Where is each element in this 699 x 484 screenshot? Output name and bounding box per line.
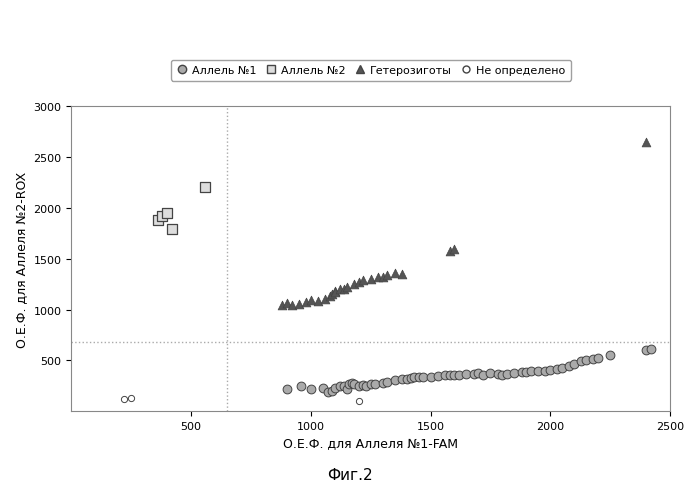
Аллель №1: [485, 369, 496, 377]
Аллель №1: [329, 384, 340, 392]
Аллель №1: [408, 374, 419, 381]
Аллель №1: [540, 367, 551, 375]
Аллель №1: [382, 378, 393, 386]
Аллель №1: [326, 388, 338, 395]
Аллель №1: [533, 367, 544, 375]
Аллель №1: [588, 356, 599, 363]
Аллель №1: [334, 383, 345, 391]
Аллель №1: [360, 383, 371, 391]
Аллель №1: [640, 347, 651, 354]
Аллель №1: [581, 357, 592, 364]
Аллель №1: [502, 371, 513, 378]
Аллель №1: [556, 364, 568, 372]
Аллель №1: [343, 380, 354, 388]
Гетерозиготы: [389, 270, 401, 277]
Гетерозиготы: [329, 289, 340, 297]
Аллель №1: [413, 373, 424, 381]
Аллель №1: [401, 375, 412, 383]
Гетерозиготы: [373, 273, 384, 281]
X-axis label: О.Е.Ф. для Аллеля №1-FAM: О.Е.Ф. для Аллеля №1-FAM: [283, 437, 458, 450]
Аллель №1: [468, 370, 480, 378]
Гетерозиготы: [334, 286, 345, 293]
Аллель №1: [576, 358, 587, 365]
Аллель №2: [157, 212, 168, 220]
Аллель №1: [645, 345, 656, 353]
Аллель №1: [444, 372, 455, 379]
Аллель №2: [161, 210, 173, 217]
Гетерозиготы: [449, 246, 460, 254]
Y-axis label: О.Е.Ф. для Аллеля №2-ROX: О.Е.Ф. для Аллеля №2-ROX: [15, 171, 28, 347]
Аллель №1: [521, 368, 532, 376]
Аллель №1: [425, 373, 436, 381]
Гетерозиготы: [339, 286, 350, 293]
Не определено: [119, 395, 130, 403]
Гетерозиготы: [305, 297, 317, 304]
Аллель №1: [454, 371, 465, 379]
Гетерозиготы: [640, 138, 651, 146]
Аллель №1: [449, 371, 460, 379]
Аллель №1: [406, 374, 417, 382]
Аллель №1: [341, 385, 352, 393]
Гетерозиготы: [286, 302, 297, 310]
Аллель №1: [365, 381, 376, 389]
Аллель №1: [439, 372, 450, 379]
Legend: Аллель №1, Аллель №2, Гетерозиготы, Не определено: Аллель №1, Аллель №2, Гетерозиготы, Не о…: [171, 60, 571, 81]
Гетерозиготы: [341, 284, 352, 291]
Аллель №1: [346, 379, 357, 387]
Аллель №1: [377, 379, 388, 387]
Гетерозиготы: [324, 293, 336, 301]
Аллель №1: [305, 385, 317, 393]
Аллель №1: [389, 376, 401, 384]
Гетерозиготы: [382, 272, 393, 279]
Аллель №1: [497, 372, 508, 379]
Гетерозиготы: [326, 291, 338, 299]
Аллель №1: [322, 389, 333, 396]
Аллель №1: [568, 361, 579, 369]
Гетерозиготы: [444, 248, 455, 256]
Аллель №1: [477, 371, 489, 379]
Аллель №1: [516, 368, 527, 376]
Гетерозиготы: [329, 287, 340, 295]
Аллель №1: [564, 362, 575, 370]
Аллель №1: [605, 352, 616, 360]
Гетерозиготы: [294, 301, 305, 309]
Гетерозиготы: [365, 275, 376, 283]
Аллель №1: [418, 373, 429, 381]
Text: Фиг.2: Фиг.2: [326, 467, 373, 482]
Аллель №2: [166, 226, 178, 233]
Аллель №1: [281, 385, 292, 393]
Аллель №1: [370, 380, 381, 388]
Гетерозиготы: [353, 279, 364, 287]
Аллель №2: [200, 184, 211, 192]
Аллель №1: [526, 367, 537, 375]
Аллель №1: [461, 371, 472, 378]
Аллель №1: [545, 366, 556, 374]
Аллель №1: [492, 370, 503, 378]
Гетерозиготы: [312, 298, 324, 305]
Аллель №1: [317, 384, 329, 392]
Не определено: [353, 397, 364, 405]
Гетерозиготы: [319, 296, 331, 303]
Гетерозиготы: [348, 281, 359, 288]
Гетерозиготы: [377, 273, 388, 281]
Аллель №1: [432, 373, 443, 380]
Не определено: [126, 394, 137, 402]
Аллель №1: [358, 382, 369, 390]
Аллель №1: [396, 375, 408, 383]
Гетерозиготы: [301, 299, 312, 307]
Гетерозиготы: [396, 271, 408, 278]
Аллель №1: [473, 369, 484, 377]
Аллель №1: [509, 369, 520, 377]
Аллель №1: [593, 355, 604, 363]
Аллель №2: [152, 216, 163, 224]
Аллель №1: [353, 382, 364, 390]
Гетерозиготы: [358, 276, 369, 284]
Гетерозиготы: [281, 300, 292, 308]
Аллель №1: [339, 382, 350, 390]
Гетерозиготы: [277, 302, 288, 310]
Аллель №1: [296, 382, 307, 390]
Аллель №1: [348, 381, 359, 389]
Аллель №1: [552, 365, 563, 373]
